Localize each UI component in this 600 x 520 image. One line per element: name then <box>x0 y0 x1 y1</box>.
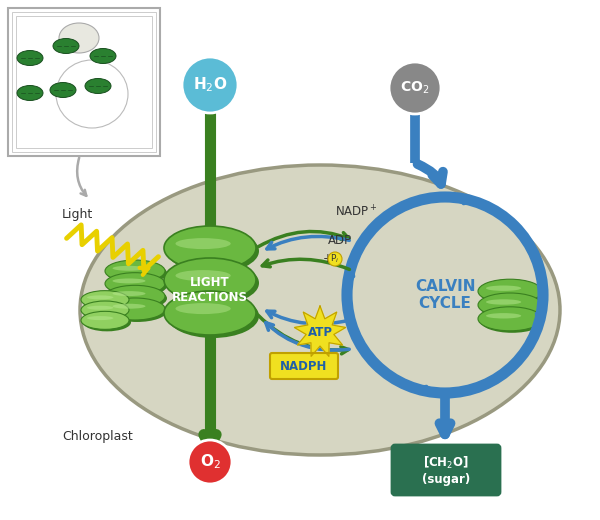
Ellipse shape <box>176 270 231 281</box>
Text: NADPH: NADPH <box>280 359 328 372</box>
Ellipse shape <box>83 293 131 310</box>
Ellipse shape <box>167 229 259 273</box>
Ellipse shape <box>164 291 256 335</box>
Ellipse shape <box>85 79 111 94</box>
Ellipse shape <box>105 272 165 295</box>
Text: +: + <box>323 252 337 265</box>
Ellipse shape <box>486 313 521 318</box>
Text: O$_2$: O$_2$ <box>200 452 220 471</box>
Ellipse shape <box>83 314 131 331</box>
Ellipse shape <box>81 301 129 319</box>
Ellipse shape <box>107 262 167 284</box>
Text: LIGHT
REACTIONS: LIGHT REACTIONS <box>172 276 248 304</box>
Ellipse shape <box>87 295 113 300</box>
Circle shape <box>389 62 441 114</box>
Ellipse shape <box>478 307 542 331</box>
Ellipse shape <box>107 288 167 309</box>
Ellipse shape <box>113 266 146 271</box>
Text: Chloroplast: Chloroplast <box>62 430 133 443</box>
Polygon shape <box>295 306 346 356</box>
Text: ATP: ATP <box>308 326 332 339</box>
Ellipse shape <box>105 285 165 307</box>
Ellipse shape <box>90 48 116 63</box>
Ellipse shape <box>59 23 99 53</box>
Ellipse shape <box>56 60 128 128</box>
FancyBboxPatch shape <box>392 445 500 495</box>
Circle shape <box>328 252 342 266</box>
Ellipse shape <box>105 298 165 320</box>
Ellipse shape <box>80 165 560 455</box>
Circle shape <box>188 440 232 484</box>
Text: H$_2$O: H$_2$O <box>193 75 227 94</box>
FancyBboxPatch shape <box>270 353 338 379</box>
Text: NADP$^+$: NADP$^+$ <box>335 204 377 219</box>
Ellipse shape <box>113 278 146 283</box>
Text: CALVIN
CYCLE: CALVIN CYCLE <box>415 279 475 311</box>
FancyBboxPatch shape <box>8 8 160 156</box>
Text: P$_i$: P$_i$ <box>331 253 340 265</box>
Text: CO$_2$: CO$_2$ <box>400 80 430 96</box>
Ellipse shape <box>167 294 259 338</box>
Ellipse shape <box>480 281 544 305</box>
Text: Light: Light <box>62 208 93 221</box>
Ellipse shape <box>113 291 146 296</box>
Ellipse shape <box>107 300 167 322</box>
Ellipse shape <box>53 38 79 54</box>
Ellipse shape <box>50 83 76 98</box>
Ellipse shape <box>81 291 129 309</box>
Ellipse shape <box>164 226 256 270</box>
Ellipse shape <box>113 304 146 309</box>
Ellipse shape <box>486 285 521 291</box>
Text: ADP: ADP <box>328 233 352 246</box>
Ellipse shape <box>478 279 542 303</box>
Text: [CH$_2$O]
(sugar): [CH$_2$O] (sugar) <box>422 454 470 486</box>
Ellipse shape <box>176 303 231 314</box>
Ellipse shape <box>486 300 521 305</box>
Ellipse shape <box>87 306 113 310</box>
Ellipse shape <box>167 261 259 305</box>
Ellipse shape <box>17 50 43 66</box>
Ellipse shape <box>105 260 165 282</box>
Ellipse shape <box>107 275 167 297</box>
Ellipse shape <box>480 295 544 319</box>
Ellipse shape <box>81 311 129 329</box>
Ellipse shape <box>83 303 131 321</box>
Ellipse shape <box>17 85 43 100</box>
Ellipse shape <box>480 309 544 333</box>
Circle shape <box>182 57 238 113</box>
Ellipse shape <box>164 258 256 302</box>
Ellipse shape <box>87 316 113 320</box>
Ellipse shape <box>478 293 542 317</box>
Ellipse shape <box>176 238 231 249</box>
